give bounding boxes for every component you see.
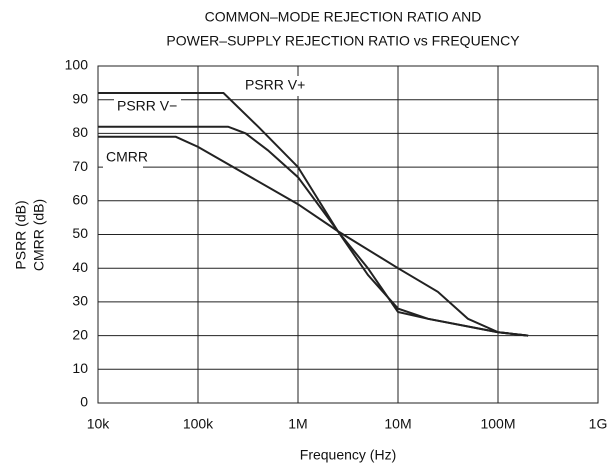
label-bg: [103, 148, 143, 168]
y-tick-label: 10: [72, 360, 88, 376]
x-tick-label: 1M: [288, 416, 307, 432]
chart-title: COMMON–MODE REJECTION RATIO AND: [205, 9, 482, 25]
series-label: CMRR: [106, 149, 148, 165]
x-axis-label: Frequency (Hz): [300, 447, 396, 463]
label-bg: [242, 76, 309, 96]
y-tick-label: 70: [72, 158, 88, 174]
x-tick-label: 1G: [589, 416, 608, 432]
y-tick-label: 80: [72, 124, 88, 140]
y-tick-label: 100: [65, 57, 89, 73]
series-label: PSRR V+: [245, 77, 305, 93]
x-tick-label: 10M: [384, 416, 411, 432]
y-tick-label: 0: [80, 394, 88, 410]
series-line: [98, 135, 529, 337]
y-tick-label: 40: [72, 259, 88, 275]
y-tick-label: 50: [72, 225, 88, 241]
label-bg: [114, 97, 181, 117]
y-axis-label: PSRR (dB): [13, 200, 29, 269]
y-axis-label: CMRR (dB): [31, 199, 47, 271]
y-tick-label: 90: [72, 90, 88, 106]
x-tick-label: 10k: [87, 416, 111, 432]
y-tick-label: 60: [72, 192, 88, 208]
chart-title: POWER–SUPPLY REJECTION RATIO vs FREQUENC…: [166, 33, 520, 49]
x-tick-label: 100M: [480, 416, 515, 432]
y-tick-label: 30: [72, 293, 88, 309]
x-tick-label: 100k: [183, 416, 214, 432]
y-tick-label: 20: [72, 326, 88, 342]
series-label: PSRR V−: [117, 98, 177, 114]
series-line: [98, 125, 529, 337]
